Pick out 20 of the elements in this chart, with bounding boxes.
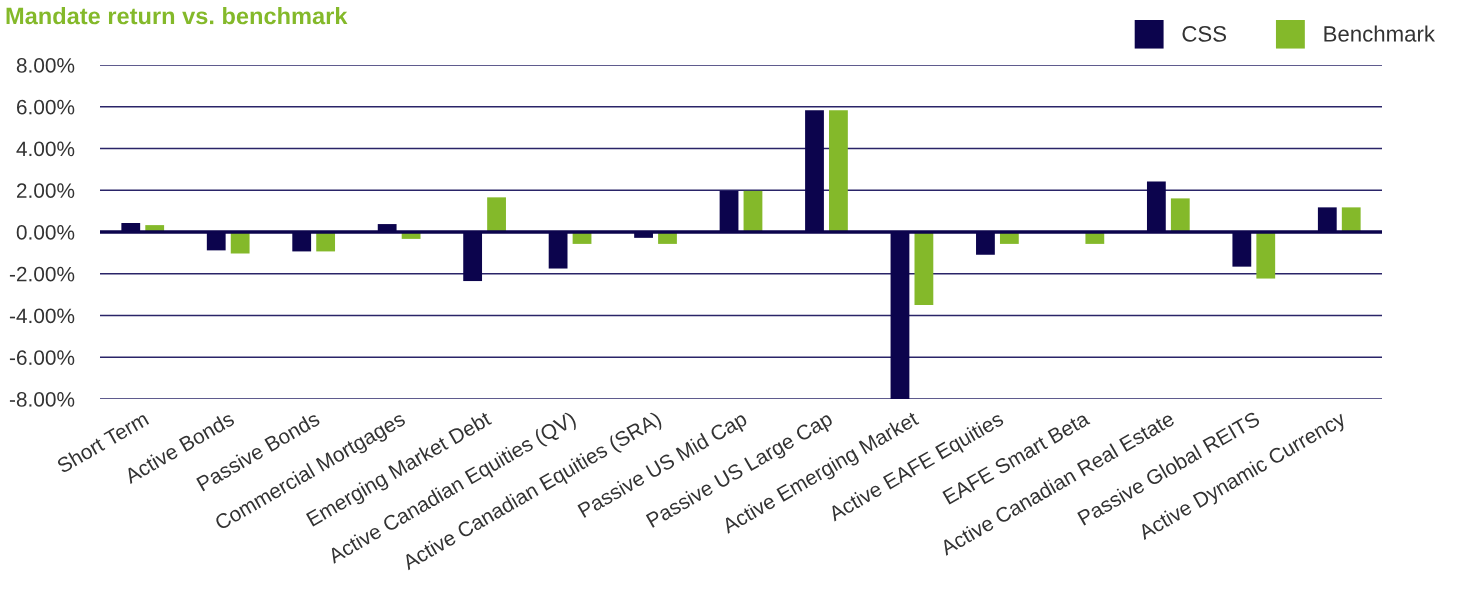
- y-tick-label: 0.00%: [16, 225, 75, 240]
- y-tick-label: 6.00%: [16, 99, 75, 115]
- y-tick-label: 4.00%: [16, 141, 75, 157]
- y-tick-label: 2.00%: [16, 183, 75, 198]
- legend-label: CSS: [1182, 26, 1227, 42]
- bar: [487, 197, 506, 232]
- y-tick-label: -8.00%: [9, 392, 75, 407]
- bar: [1256, 232, 1276, 279]
- chart-title: Mandate return vs. benchmark: [6, 7, 348, 25]
- bar: [914, 232, 934, 306]
- y-tick-label: -6.00%: [9, 350, 75, 365]
- y-tick-label: 8.00%: [16, 58, 75, 73]
- bar: [743, 190, 763, 232]
- bar: [230, 232, 250, 254]
- bar: [829, 110, 848, 232]
- bar: [1341, 207, 1361, 232]
- y-tick-label: -4.00%: [9, 308, 75, 324]
- y-tick-label: -2.00%: [9, 266, 75, 282]
- bar: [1170, 198, 1190, 232]
- legend-label: Benchmark: [1324, 25, 1436, 42]
